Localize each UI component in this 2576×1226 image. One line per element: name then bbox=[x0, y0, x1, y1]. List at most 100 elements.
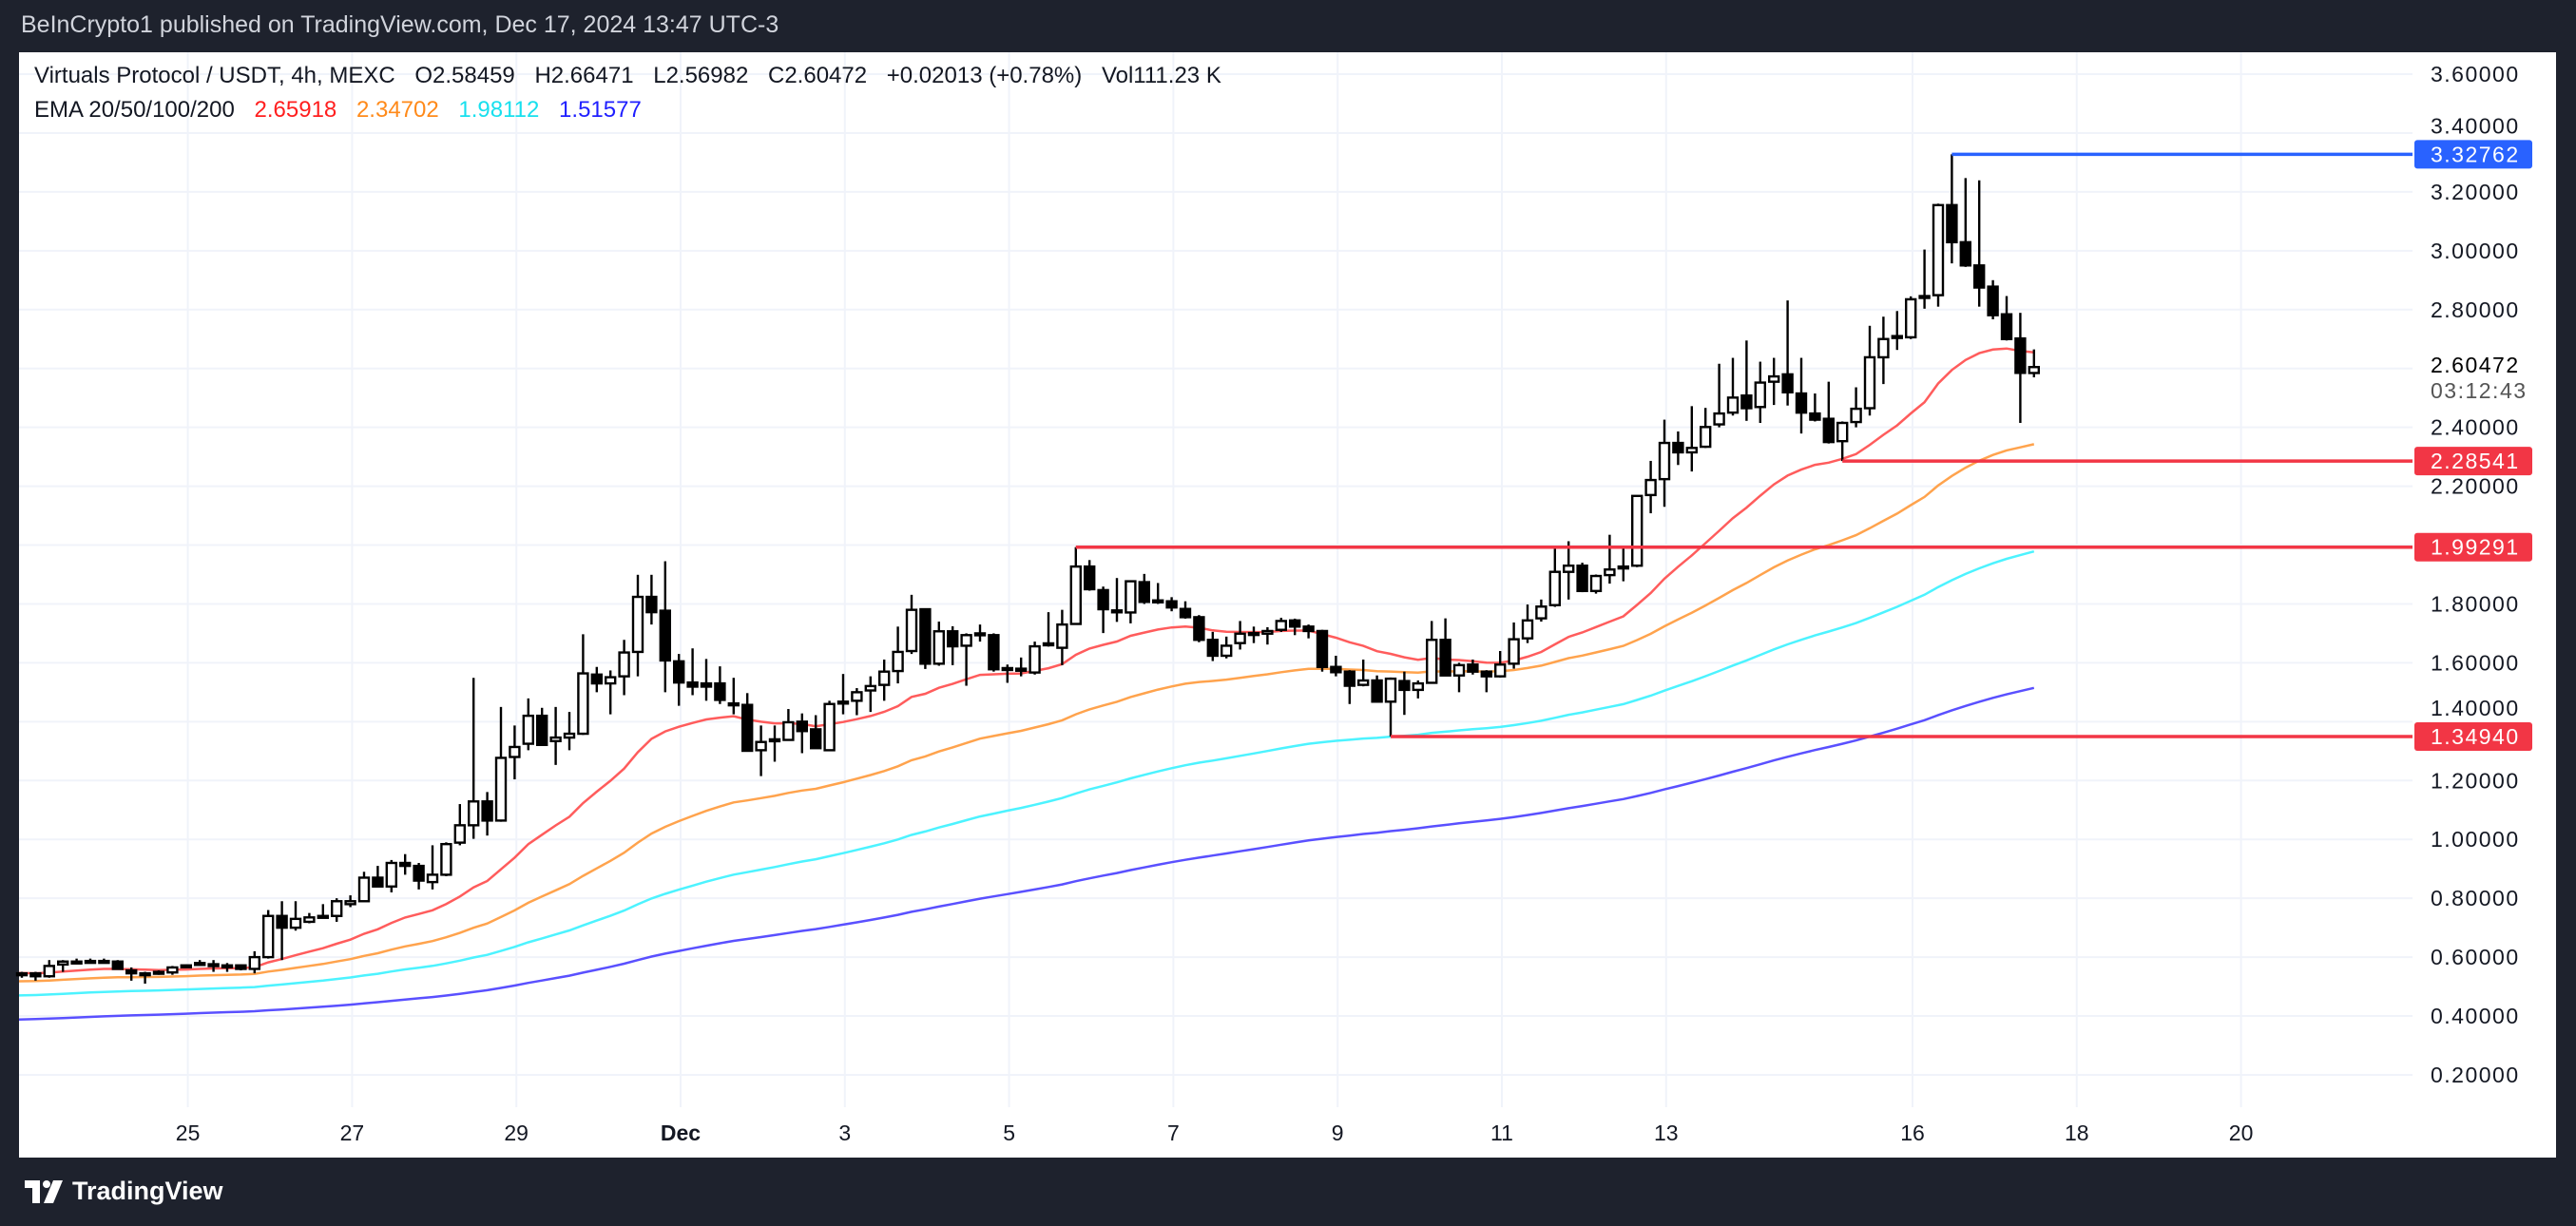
candle-body bbox=[357, 876, 371, 903]
price-tick-label: 2.80000 bbox=[2431, 297, 2520, 322]
candle-body bbox=[782, 720, 795, 741]
candle-bullish bbox=[851, 688, 863, 716]
candle-body bbox=[207, 963, 220, 967]
candle-bullish bbox=[905, 594, 918, 655]
candle-body bbox=[1548, 570, 1562, 606]
candle-bearish bbox=[659, 561, 671, 693]
candle-body bbox=[1795, 392, 1808, 414]
price-axis[interactable]: 3.60000 3.40000 3.20000 3.00000 2.80000 2.400… bbox=[2414, 62, 2532, 1087]
candle-body bbox=[1288, 619, 1301, 628]
ema-title[interactable]: EMA 20/50/100/200 bbox=[34, 97, 235, 123]
candle-body bbox=[413, 864, 425, 882]
candle-bullish bbox=[70, 958, 83, 965]
candle-body bbox=[221, 964, 234, 968]
chart-panel[interactable] bbox=[19, 52, 2556, 1158]
candle-bullish bbox=[385, 859, 397, 892]
horizontal-levels[interactable] bbox=[1075, 152, 2413, 738]
candle-body bbox=[1617, 565, 1630, 570]
candle-body bbox=[1028, 644, 1041, 674]
candle-body bbox=[152, 970, 165, 975]
candle-bullish bbox=[823, 700, 836, 752]
price-tick-label: 3.00000 bbox=[2431, 239, 2520, 263]
candle-body bbox=[686, 680, 699, 688]
candle-body bbox=[276, 914, 288, 929]
candle-bullish bbox=[1767, 357, 1780, 406]
symbol-legend: Virtuals Protocol / USDT, 4h, MEXC O2.58… bbox=[34, 63, 1235, 89]
candle-body bbox=[2028, 366, 2041, 374]
candle-body bbox=[1809, 412, 1821, 421]
candle-bullish bbox=[1904, 296, 1917, 339]
candle-bearish bbox=[1972, 180, 1986, 307]
candle-body bbox=[1946, 203, 1958, 244]
level-price-badge[interactable] bbox=[2414, 532, 2532, 562]
candle-bearish bbox=[1097, 586, 1109, 634]
candle-body bbox=[755, 740, 767, 752]
candle-body bbox=[1987, 285, 1999, 316]
candle-body bbox=[1562, 564, 1575, 573]
level-price-label: 1.99291 bbox=[2431, 535, 2520, 560]
candle-body bbox=[645, 595, 658, 614]
ohlc-open: O2.58459 bbox=[414, 63, 515, 88]
tradingview-logo[interactable]: TradingView bbox=[25, 1177, 223, 1206]
candle-body bbox=[1330, 665, 1342, 674]
candle-body bbox=[111, 960, 125, 970]
candle-body bbox=[905, 608, 918, 653]
candle-bearish bbox=[1014, 657, 1028, 677]
candle-body bbox=[70, 960, 83, 965]
price-tick-label: 0.40000 bbox=[2431, 1004, 2520, 1028]
candle-bullish bbox=[1452, 662, 1466, 693]
time-tick-label: Dec bbox=[661, 1121, 701, 1145]
candle-bullish bbox=[1521, 604, 1534, 643]
candle-bearish bbox=[235, 964, 247, 971]
candle-bearish bbox=[2000, 296, 2013, 341]
candle-bullish bbox=[317, 904, 329, 919]
price-tick-label: 0.60000 bbox=[2431, 945, 2520, 969]
level-price-label: 1.34940 bbox=[2431, 724, 2520, 749]
price-tick-label: 1.80000 bbox=[2431, 591, 2520, 616]
symbol-title[interactable]: Virtuals Protocol / USDT, 4h, MEXC bbox=[34, 63, 395, 88]
candle-bearish bbox=[1398, 671, 1411, 716]
price-change: +0.02013 (+0.78%) bbox=[886, 63, 1083, 88]
candle-bullish bbox=[1042, 612, 1055, 647]
candle-bullish bbox=[1384, 677, 1397, 738]
candle-body bbox=[631, 595, 644, 654]
grid-lines bbox=[19, 52, 2413, 1107]
candle-bullish bbox=[1891, 311, 1904, 351]
candle-bearish bbox=[810, 715, 822, 750]
candle-bullish bbox=[84, 958, 97, 965]
candle-bullish bbox=[1356, 659, 1370, 687]
candle-body bbox=[1138, 581, 1151, 603]
candle-body bbox=[1644, 478, 1657, 497]
candle-bullish bbox=[1863, 325, 1876, 416]
level-price-badge[interactable] bbox=[2414, 140, 2532, 169]
level-price-badge[interactable] bbox=[2414, 722, 2532, 752]
candle-bearish bbox=[1288, 618, 1301, 636]
candle-body bbox=[1042, 642, 1055, 647]
ohlc-high: H2.66471 bbox=[534, 63, 634, 88]
level-price-badge[interactable] bbox=[2414, 447, 2532, 476]
candle-body bbox=[605, 676, 617, 685]
candle-bearish bbox=[1316, 629, 1329, 672]
candle-bullish bbox=[1562, 541, 1575, 600]
time-axis[interactable]: 25 27 29 Dec 3 5 7 9 11 13 16 18 20 bbox=[176, 1121, 2254, 1145]
candle-body bbox=[1891, 335, 1904, 339]
price-tick-label: 2.40000 bbox=[2431, 415, 2520, 440]
price-tick-label: 1.00000 bbox=[2431, 827, 2520, 852]
candle-bullish bbox=[248, 950, 260, 974]
ema-lines bbox=[18, 347, 2035, 1022]
candle-bullish bbox=[1836, 421, 1849, 462]
candle-bullish bbox=[1713, 363, 1725, 428]
candle-body bbox=[1740, 393, 1753, 410]
candle-bullish bbox=[563, 712, 576, 751]
candle-bearish bbox=[1330, 655, 1342, 677]
candle-body bbox=[43, 965, 55, 978]
candle-bullish bbox=[15, 971, 29, 978]
candle-bullish bbox=[262, 910, 275, 959]
candle-bullish bbox=[139, 971, 151, 984]
candle-bearish bbox=[1206, 631, 1220, 661]
price-tick-label: 0.20000 bbox=[2431, 1063, 2520, 1087]
candle-body bbox=[1535, 605, 1548, 620]
candle-body bbox=[125, 968, 138, 975]
candle-body bbox=[344, 900, 356, 906]
